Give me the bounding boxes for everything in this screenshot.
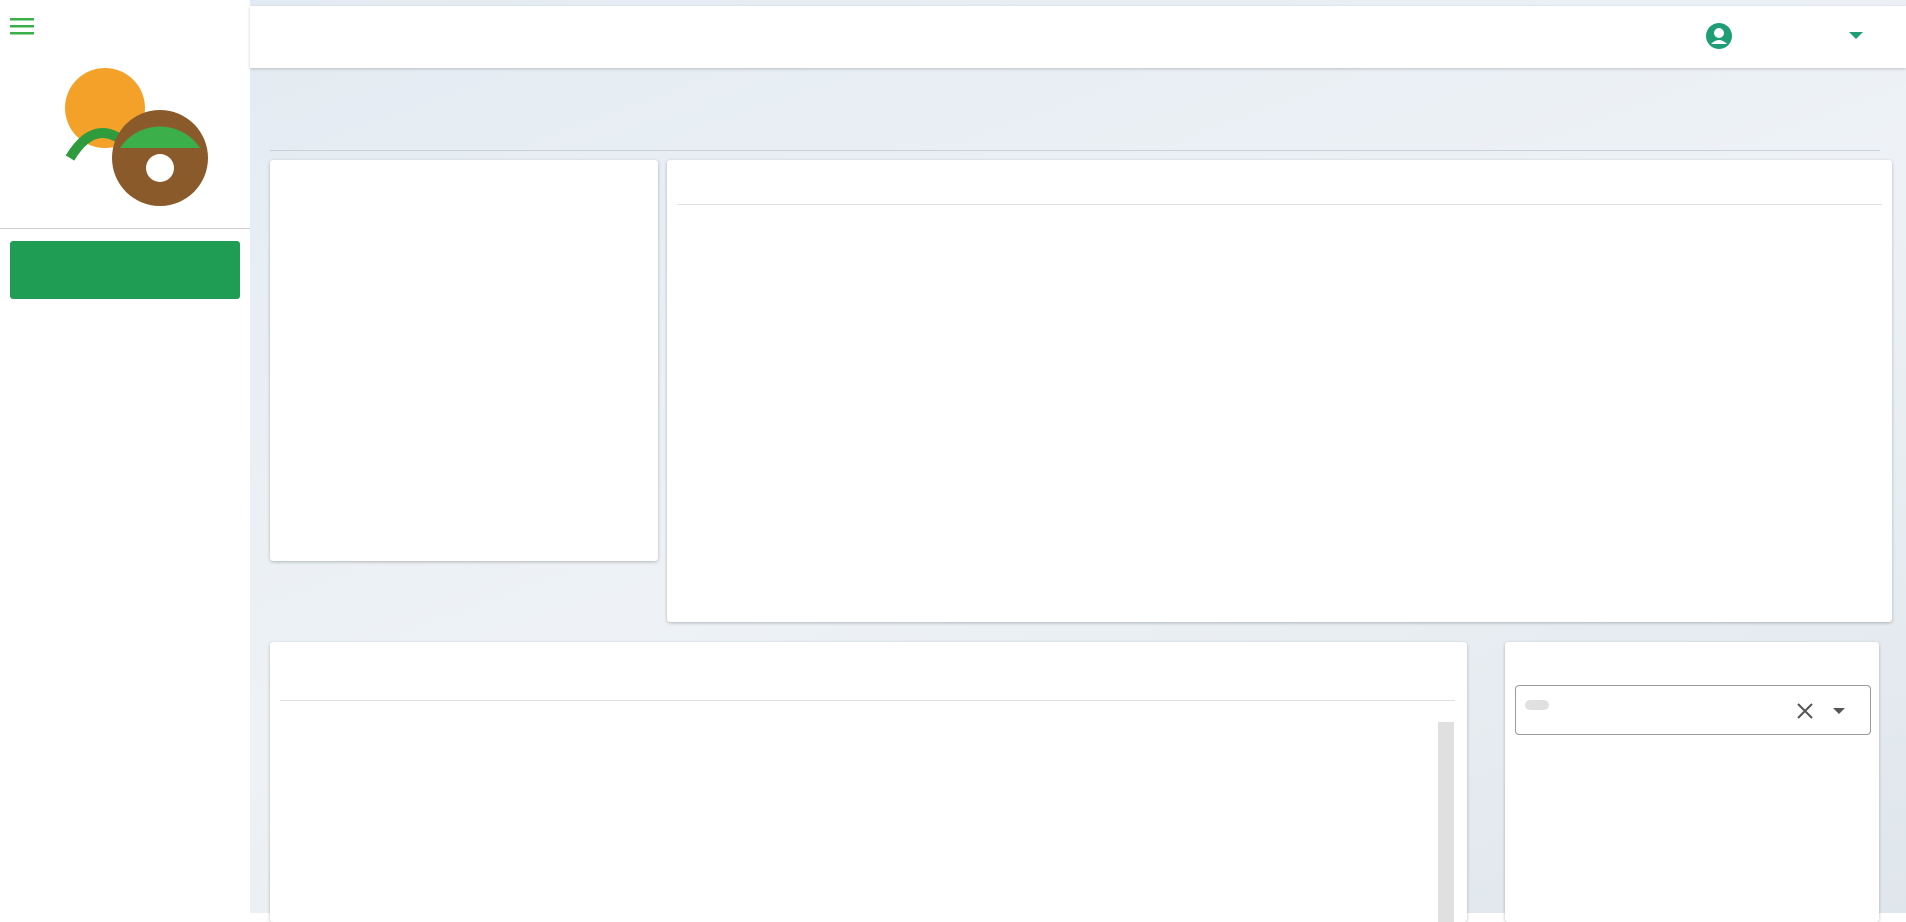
divider <box>270 150 1880 151</box>
menu-icon[interactable] <box>10 16 36 36</box>
divider <box>280 700 1455 701</box>
dropdown-icon[interactable] <box>1849 32 1863 42</box>
status-card <box>667 160 1892 622</box>
year-chip[interactable] <box>1525 700 1549 710</box>
scrollbar[interactable] <box>1438 722 1454 922</box>
select-icons[interactable] <box>1796 702 1846 720</box>
pie-grid <box>667 160 1892 622</box>
overview-card <box>270 160 658 561</box>
year-select[interactable] <box>1515 685 1871 735</box>
quarter-chart <box>1505 642 1879 922</box>
quarter-card <box>1505 642 1879 922</box>
recent-card <box>270 642 1467 922</box>
main <box>250 0 1906 922</box>
logo <box>65 68 208 206</box>
active-item[interactable] <box>10 241 240 299</box>
user-icon[interactable] <box>1705 22 1733 50</box>
header <box>250 6 1906 68</box>
divider <box>0 228 250 229</box>
divider <box>677 204 1882 205</box>
sidebar <box>0 0 251 913</box>
